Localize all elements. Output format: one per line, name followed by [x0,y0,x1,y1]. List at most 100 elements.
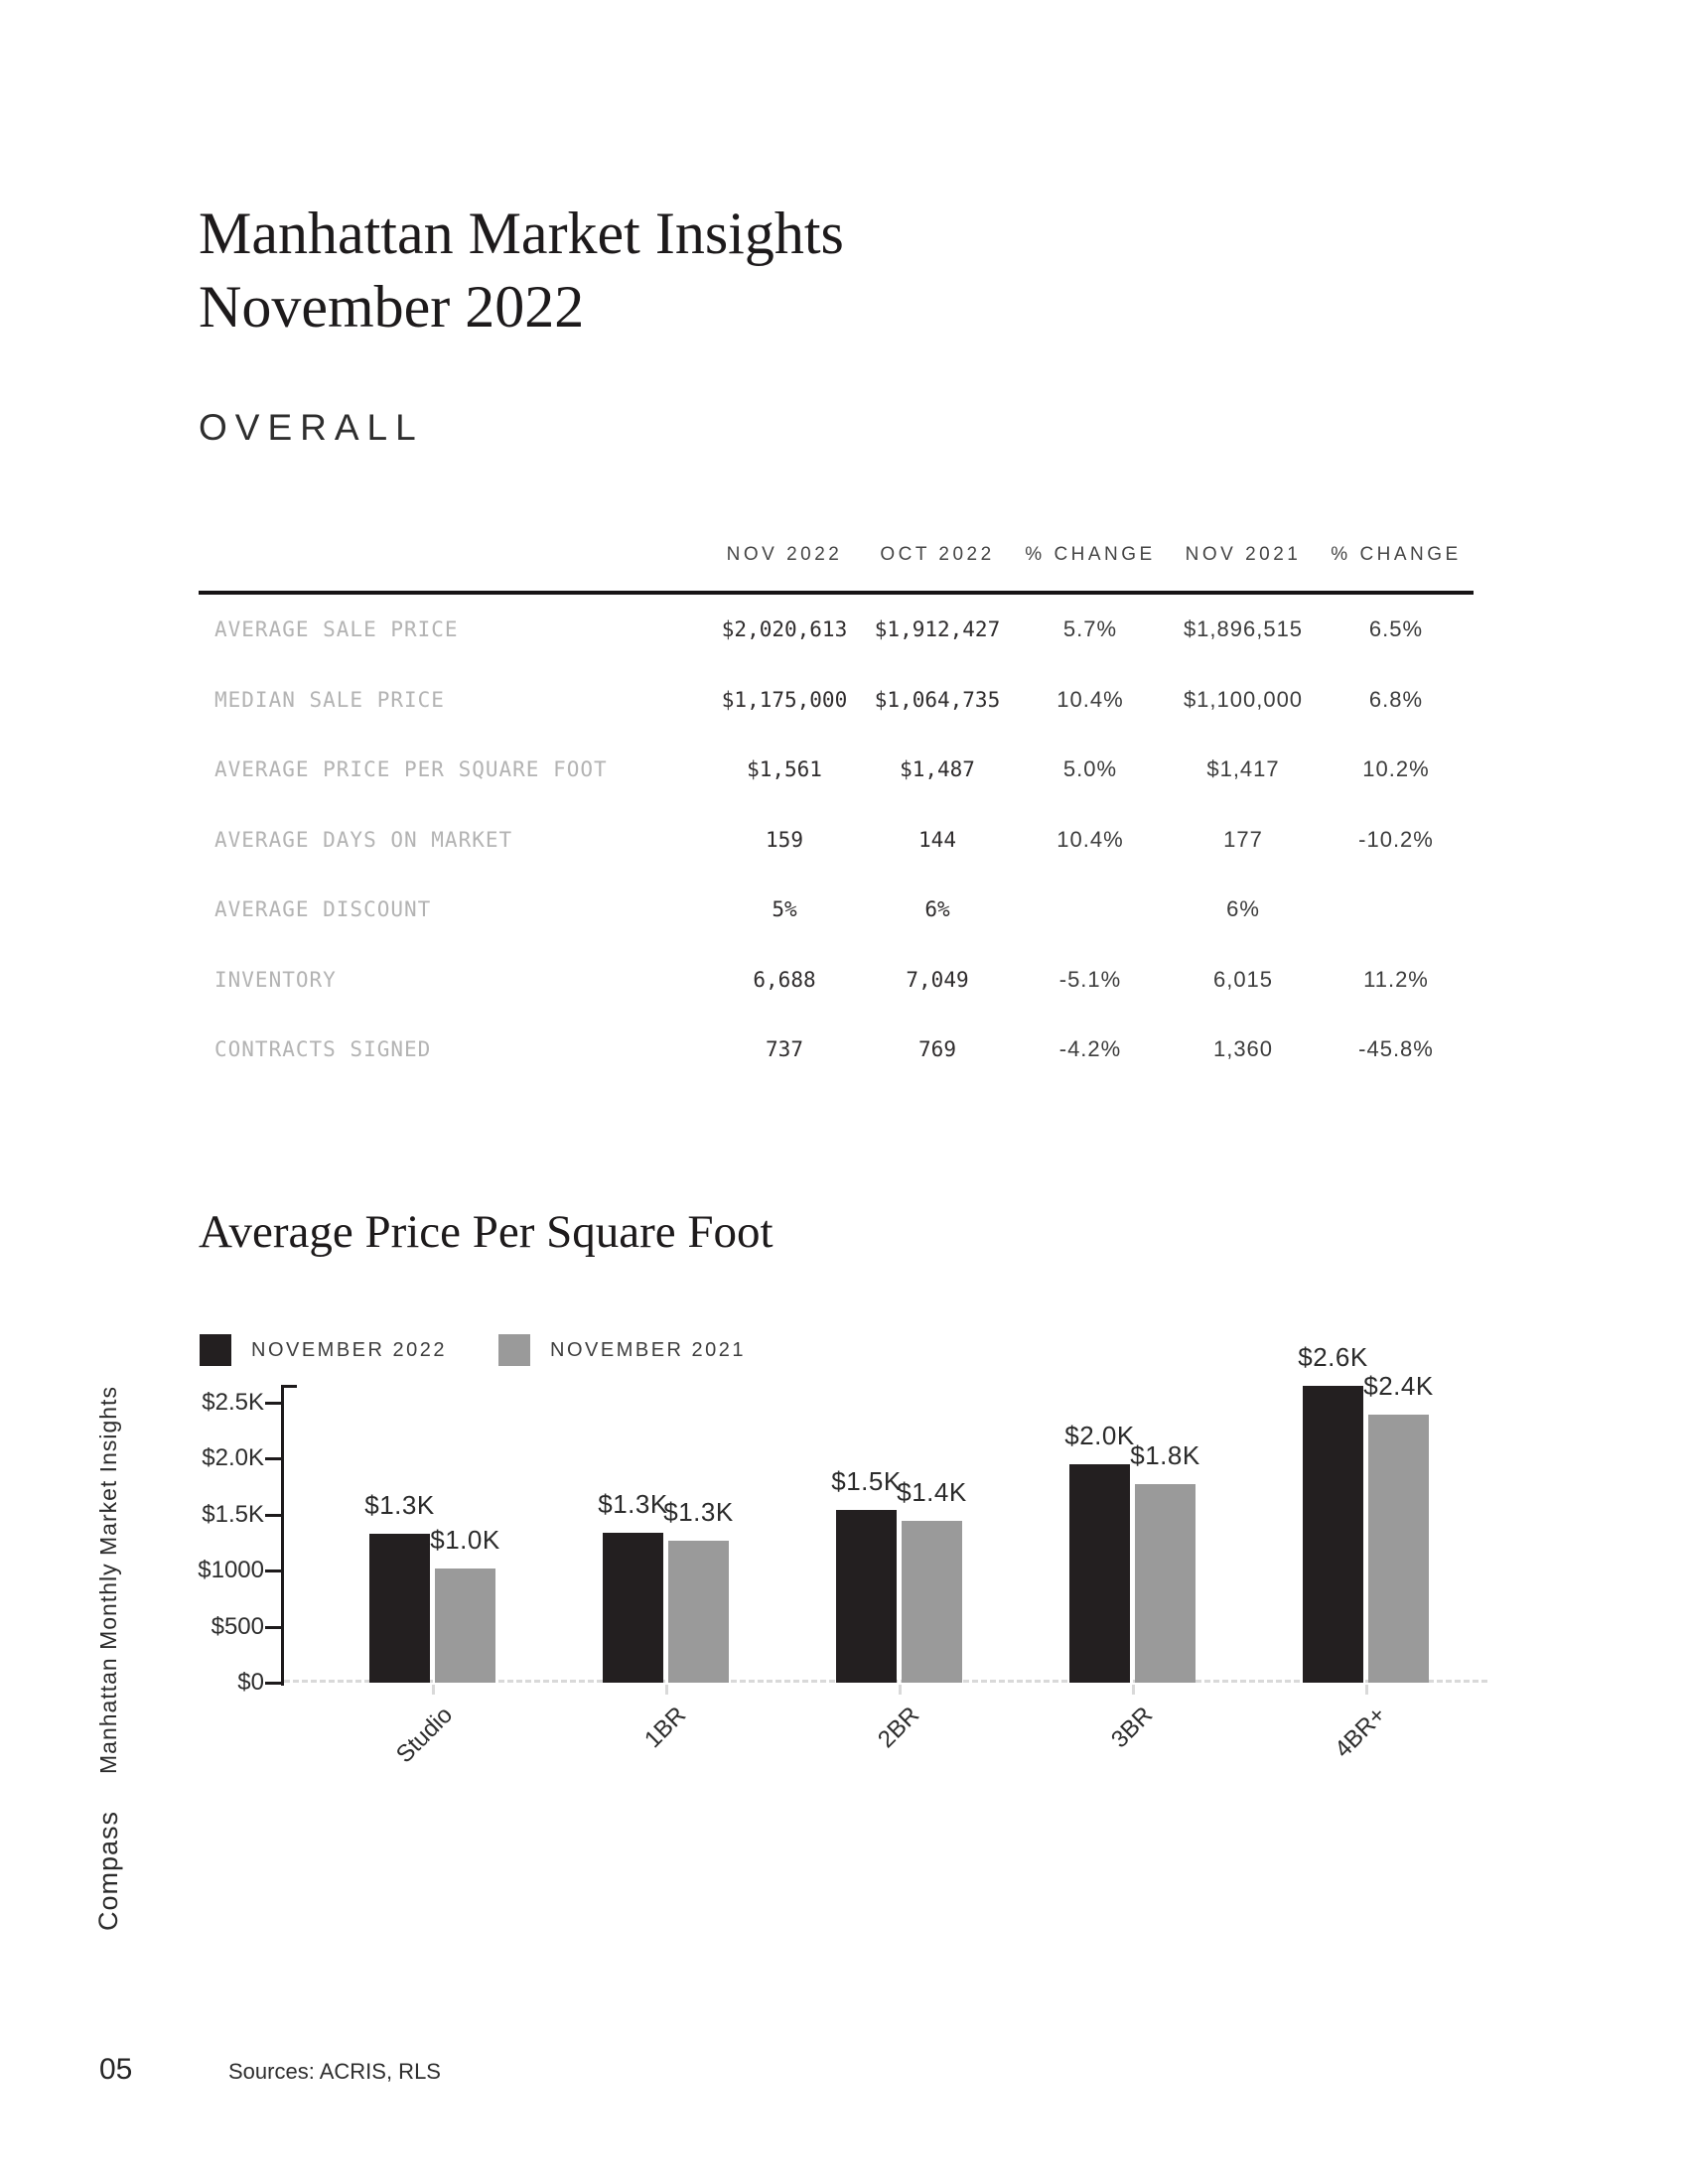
zero-baseline [284,1680,1487,1683]
metrics-table: NOV 2022 OCT 2022 % CHANGE NOV 2021 % CH… [199,541,1474,1085]
cell-value: 737 [766,1037,803,1062]
cell-value: $1,896,515 [1183,616,1304,642]
bar-2br-2021 [902,1521,962,1683]
chart-legend: NOVEMBER 2022 NOVEMBER 2021 [200,1334,797,1366]
chart-title: Average Price Per Square Foot [199,1206,774,1258]
category-label-3br: 3BR [1105,1702,1159,1754]
category-label-studio: Studio [390,1702,459,1769]
bar-value-label: $1.5K [831,1466,902,1496]
y-axis-tick-label: $2.0K [202,1444,264,1471]
cell-value: -45.8% [1358,1036,1434,1062]
cell-value: $1,417 [1206,756,1280,782]
table-row: AVERAGE DAYS ON MARKET 159 144 10.4% 177… [199,805,1474,876]
row-label: AVERAGE PRICE PER SQUARE FOOT [214,757,608,782]
cell-value: 6% [924,897,950,922]
category-label-1br: 1BR [638,1702,692,1754]
y-axis-tick [265,1457,281,1460]
cell-value: -10.2% [1358,826,1434,852]
cell-value: 7,049 [906,967,969,992]
cell-value: 6.8% [1368,686,1424,712]
cell-value: -4.2% [1058,1036,1122,1062]
cell-value: $1,561 [747,757,822,782]
y-axis-tick-label: $1.5K [202,1501,264,1528]
y-axis-tick-label: $1000 [198,1557,264,1583]
cell-value: $1,912,427 [874,617,1001,642]
bar-3br-2022 [1069,1464,1130,1683]
sidebar-brand-wordmark: Compass [93,1810,123,1931]
y-axis-line [281,1385,284,1686]
bar-value-label: $1.8K [1130,1440,1200,1470]
cell-value: 10.4% [1056,686,1124,712]
cell-value: $1,064,735 [874,687,1001,712]
bar-value-label: $1.3K [598,1489,668,1519]
table-row: AVERAGE SALE PRICE $2,020,613 $1,912,427… [199,595,1474,665]
table-row: CONTRACTS SIGNED 737 769 -4.2% 1,360 -45… [199,1015,1474,1085]
cell-value: 6,015 [1212,966,1274,992]
category-tick [1132,1685,1135,1695]
cell-value: 5.0% [1062,756,1118,782]
bar-value-label: $2.0K [1064,1421,1135,1450]
column-header-nov-2022: NOV 2022 [726,544,843,565]
y-axis-tick-label: $500 [211,1613,264,1640]
cell-value: $2,020,613 [721,617,848,642]
y-axis-tick [265,1682,281,1685]
cell-value: 10.4% [1056,826,1124,852]
y-axis-tick [265,1402,281,1405]
bar-value-label: $1.3K [364,1490,435,1520]
legend-swatch-november-2021 [498,1334,531,1366]
bar-1br-2022 [603,1533,663,1683]
table-row: AVERAGE DISCOUNT 5% 6% 6% [199,875,1474,945]
cell-value: 6.5% [1368,616,1424,642]
table-header-row: NOV 2022 OCT 2022 % CHANGE NOV 2021 % CH… [199,541,1474,569]
y-axis-tick [265,1570,281,1572]
cell-value: 144 [918,827,956,852]
bar-2br-2022 [836,1510,897,1683]
row-label: CONTRACTS SIGNED [214,1037,432,1062]
bar-value-label: $1.3K [663,1497,734,1527]
cell-value: 6,688 [753,967,816,992]
page-number: 05 [99,2053,133,2086]
page-title-line2: November 2022 [199,274,585,340]
cell-value: 5% [772,897,797,922]
cell-value: 1,360 [1212,1036,1274,1062]
page-title: Manhattan Market Insights November 2022 [199,197,844,343]
cell-value: $1,175,000 [721,687,848,712]
cell-value: 769 [918,1037,956,1062]
bar-3br-2021 [1135,1484,1196,1683]
category-tick [432,1685,435,1695]
bar-4br+-2021 [1368,1415,1429,1683]
cell-value: 159 [766,827,803,852]
bar-value-label: $2.4K [1363,1371,1434,1401]
category-tick [1365,1685,1368,1695]
bar-value-label: $1.4K [897,1477,967,1507]
category-tick [899,1685,902,1695]
cell-value: -5.1% [1058,966,1122,992]
section-label: OVERALL [199,407,424,448]
row-label: AVERAGE SALE PRICE [214,617,459,642]
cell-value: $1,100,000 [1183,686,1304,712]
legend-swatch-november-2022 [200,1334,231,1366]
legend-label-november-2022: NOVEMBER 2022 [251,1338,448,1361]
row-label: INVENTORY [214,967,337,992]
category-label-4br+: 4BR+ [1330,1702,1392,1764]
category-label-2br: 2BR [872,1702,925,1754]
bar-studio-2022 [369,1534,430,1683]
bar-4br+-2022 [1303,1386,1363,1683]
table-row: MEDIAN SALE PRICE $1,175,000 $1,064,735 … [199,665,1474,736]
column-header-nov-2021: NOV 2021 [1185,544,1302,565]
bar-value-label: $2.6K [1298,1342,1368,1372]
y-axis-tick [265,1514,281,1517]
table-row: AVERAGE PRICE PER SQUARE FOOT $1,561 $1,… [199,735,1474,805]
table-header-rule [199,591,1474,595]
row-label: AVERAGE DISCOUNT [214,897,432,922]
legend-label-november-2021: NOVEMBER 2021 [550,1338,747,1361]
bar-studio-2021 [435,1569,495,1683]
cell-value: 10.2% [1362,756,1430,782]
bar-value-label: $1.0K [430,1525,500,1555]
row-label: MEDIAN SALE PRICE [214,687,445,712]
cell-value: 5.7% [1062,616,1118,642]
cell-value: $1,487 [900,757,975,782]
cell-value: 177 [1223,826,1263,852]
row-label: AVERAGE DAYS ON MARKET [214,827,513,852]
